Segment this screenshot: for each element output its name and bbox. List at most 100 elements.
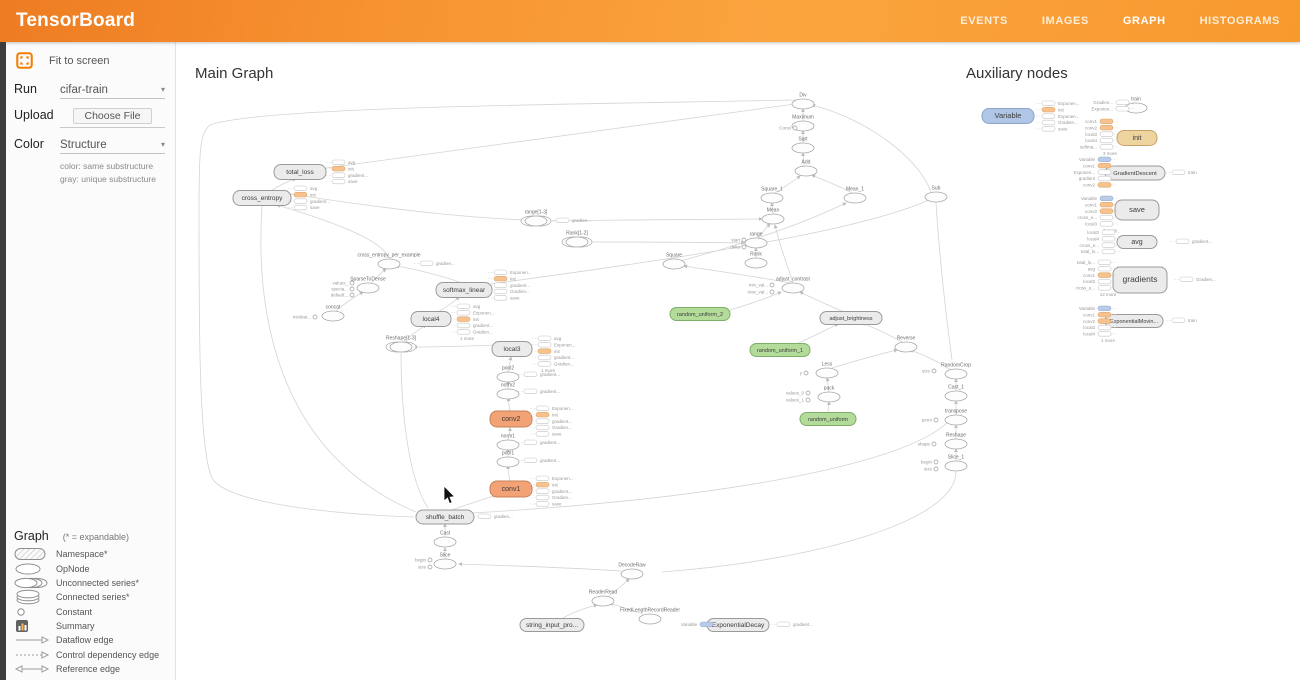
graph-node-reverse[interactable]: Reverse (894, 336, 918, 353)
node-stub-group[interactable]: gradient... (1170, 238, 1212, 244)
tab-graph[interactable]: GRAPH (1122, 15, 1166, 27)
graph-node-norm2[interactable]: norm2 (496, 383, 520, 400)
graph-node-slice[interactable]: Slice (433, 553, 457, 570)
graph-const-size: size (924, 467, 939, 472)
graph-node-local4[interactable]: local4 (410, 311, 452, 327)
node-stub-group[interactable]: Exponen...init gradient...Gradien... save (530, 405, 574, 437)
graph-node-variable[interactable]: Variable (981, 108, 1035, 124)
graph-node-conv2[interactable]: conv2 (489, 410, 533, 428)
graph-node-save[interactable]: save (1114, 199, 1160, 221)
graph-node-shuffle-batch[interactable]: shuffle_batch (415, 509, 475, 525)
svg-text:conv2: conv2 (1083, 319, 1096, 324)
graph-node-cross-entropy-per-example[interactable]: cross_entropy_per_example (357, 253, 421, 270)
graph-node-div[interactable]: Div (791, 93, 815, 110)
graph-node-init[interactable]: init (1116, 130, 1158, 146)
graph-node-rank-1-2-[interactable]: Rank[1-2] (561, 231, 593, 248)
node-stub-group[interactable]: gradient... (518, 371, 560, 377)
graph-node-softmax-linear[interactable]: softmax_linear (435, 282, 493, 298)
graph-node-square[interactable]: Square (662, 253, 686, 270)
tab-events[interactable]: EVENTS (960, 15, 1008, 27)
graph-canvas[interactable]: Main Graph Auxiliary nodes total_loss cro… (176, 42, 1300, 680)
svg-text:init: init (552, 412, 559, 417)
node-stub-group[interactable]: Gradien...Exponen... (1091, 99, 1135, 111)
graph-node-conv1[interactable]: conv1 (489, 480, 533, 498)
graph-node-reshape[interactable]: Reshape (944, 433, 968, 450)
node-stub-group[interactable]: Exponen...init gradient...Gradien... save (530, 475, 574, 507)
graph-node-gradients[interactable]: gradients (1112, 266, 1168, 294)
graph-node-exponentialdecay[interactable]: ExponentialDecay (706, 618, 770, 632)
graph-node-random-uniform[interactable]: random_uniform (799, 412, 857, 426)
graph-node-adjust-contrast[interactable]: adjust_contrast (776, 277, 811, 294)
node-stub-group[interactable]: Gradien... (1174, 276, 1216, 282)
graph-node-mean-1[interactable]: Mean_1 (843, 187, 867, 204)
graph-node-random-uniform-1[interactable]: random_uniform_1 (749, 343, 811, 357)
color-select[interactable]: Structure ▾ (60, 139, 165, 154)
choose-file-button[interactable]: Choose File (73, 108, 152, 124)
graph-node-sparsetodense[interactable]: SparseToDense (350, 277, 386, 294)
graph-node-cross-entropy[interactable]: cross_entropy (232, 190, 292, 206)
graph-node-readerread[interactable]: ReaderRead (589, 590, 618, 607)
graph-node-square-1[interactable]: Square_1 (760, 187, 784, 204)
graph-node-norm1[interactable]: norm1 (496, 434, 520, 451)
node-stub-group[interactable]: train (1166, 317, 1197, 323)
graph-node-fixedlengthrecordreader[interactable]: FixedLengthRecordReader (620, 608, 680, 625)
graph-node-pool2[interactable]: pool2 (496, 366, 520, 383)
graph-node-add[interactable]: Add (794, 160, 818, 177)
graph-node-concat[interactable]: concat (321, 305, 345, 322)
graph-node-local3[interactable]: local3 (491, 341, 533, 357)
node-stub-group[interactable]: Variable (681, 621, 719, 627)
svg-text:save: save (1058, 127, 1068, 132)
graph-node-random-uniform-2[interactable]: random_uniform_2 (669, 307, 731, 321)
node-stub-group[interactable]: gradient... (518, 457, 560, 463)
graph-node-slice-1[interactable]: Slice_1 (944, 455, 968, 472)
node-stub-group[interactable]: gradient... (771, 621, 813, 627)
graph-node-decoderaw[interactable]: DecodeRaw (618, 563, 646, 580)
graph-node-sub[interactable]: Sub (924, 186, 948, 203)
graph-node-cast-1[interactable]: Cast_1 (944, 385, 968, 402)
graph-node-reshape-1-3-[interactable]: Reshape[1-3] (385, 336, 417, 353)
tab-images[interactable]: IMAGES (1041, 15, 1089, 27)
node-stub-group[interactable]: gradien... (414, 260, 455, 266)
svg-text:transpose: transpose (945, 409, 967, 415)
graph-node-range[interactable]: range (744, 232, 768, 249)
tab-histograms[interactable]: HISTOGRAMS (1199, 15, 1280, 27)
fit-to-screen-button[interactable]: Fit to screen (6, 42, 175, 75)
svg-text:conv1: conv1 (1083, 273, 1096, 278)
graph-node-pool1[interactable]: pool1 (496, 451, 520, 468)
graph-node-total-loss[interactable]: total_loss (273, 164, 327, 180)
graph-node-rank[interactable]: Rank (744, 252, 768, 269)
graph-node-sqrt[interactable]: Sqrt (791, 137, 815, 154)
node-stub-group[interactable]: gradient... (518, 388, 560, 394)
graph-node-maximum[interactable]: Maximum (791, 115, 815, 132)
graph-node-less[interactable]: Less (815, 362, 839, 379)
graph-node-gradientdescent[interactable]: GradientDescent (1104, 165, 1166, 181)
node-stub-group[interactable]: gradien... (550, 217, 591, 223)
graph-node-avg[interactable]: avg (1116, 235, 1158, 249)
graph-node-mean[interactable]: Mean (761, 208, 785, 225)
graph-node-adjust-brightness[interactable]: adjust_brightness (819, 311, 883, 325)
node-stub-group[interactable]: gradient... (518, 439, 560, 445)
graph-node-pack[interactable]: pack (817, 386, 841, 403)
graph-node-range-1-3-[interactable]: range[1-3] (520, 210, 552, 227)
graph-node-exponentialmovin-[interactable]: ExponentialMovin... (1104, 314, 1164, 328)
node-stub-group[interactable]: Exponen...init gradient...Gradien... save (488, 269, 532, 301)
graph-node-cast[interactable]: Cast (433, 531, 457, 548)
node-stub-group[interactable]: train (1166, 169, 1197, 175)
svg-text:range: range (750, 232, 763, 238)
graph-node-string-input-pro-[interactable]: string_input_pro... (519, 618, 585, 632)
node-stub-group[interactable]: gradien... (472, 513, 513, 519)
run-select[interactable]: cifar-train ▾ (60, 84, 165, 99)
graph-node-transpose[interactable]: transpose (944, 409, 968, 426)
graph-node-randomcrop[interactable]: RandomCrop (941, 363, 971, 380)
